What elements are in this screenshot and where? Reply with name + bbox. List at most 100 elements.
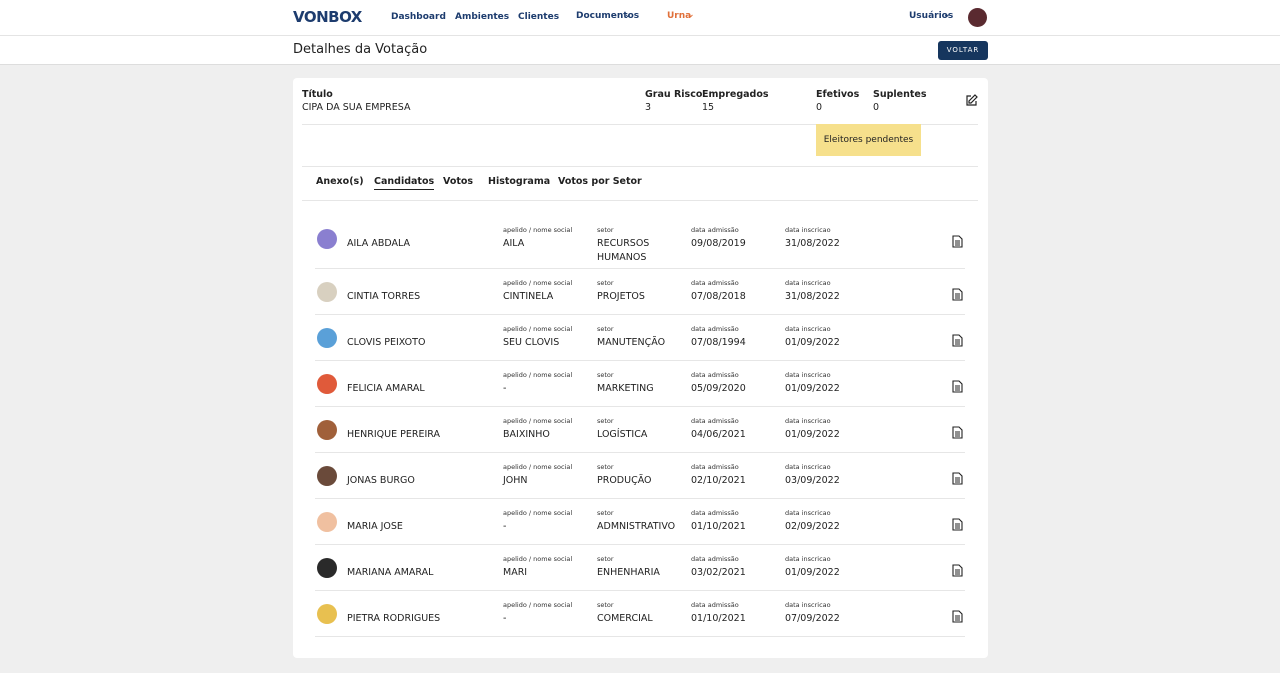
candidate-name: CLOVIS PEIXOTO bbox=[347, 337, 426, 348]
column-label: data inscricao bbox=[785, 325, 831, 333]
candidate-field: data inscricao 31/08/2022 bbox=[785, 279, 875, 304]
candidate-field: data admissão 02/10/2021 bbox=[691, 463, 781, 488]
field-value: 0 bbox=[873, 102, 880, 113]
candidate-avatar bbox=[317, 374, 337, 394]
column-label: data admissão bbox=[691, 601, 739, 609]
field-value: 31/08/2022 bbox=[785, 238, 840, 249]
field-value: MARKETING bbox=[597, 383, 654, 394]
column-label: setor bbox=[597, 555, 614, 563]
candidate-row: AILA ABDALA apelido / nome social AILA seto… bbox=[315, 214, 965, 269]
field-value: 01/09/2022 bbox=[785, 383, 840, 394]
candidate-field: apelido / nome social CINTINELA bbox=[503, 279, 593, 304]
candidate-field: setor RECURSOS HUMANOS bbox=[597, 226, 677, 265]
candidate-row: CINTIA TORRES apelido / nome social CINTIN… bbox=[315, 269, 965, 315]
candidate-row: FELICIA AMARAL apelido / nome social - seto… bbox=[315, 361, 965, 407]
candidate-field: data inscricao 03/09/2022 bbox=[785, 463, 875, 488]
candidate-field: data admissão 01/10/2021 bbox=[691, 509, 781, 534]
page-title: Detalhes da Votação bbox=[293, 42, 428, 57]
field-value: 02/10/2021 bbox=[691, 475, 746, 486]
document-icon[interactable] bbox=[952, 288, 963, 301]
users-menu[interactable]: Usuários bbox=[909, 11, 954, 21]
candidate-field: data inscricao 01/09/2022 bbox=[785, 417, 875, 442]
column-label: setor bbox=[597, 226, 614, 234]
candidate-field: setor LOGÍSTICA bbox=[597, 417, 677, 442]
field-value: PROJETOS bbox=[597, 291, 645, 302]
candidate-field: data inscricao 07/09/2022 bbox=[785, 601, 875, 626]
column-label: apelido / nome social bbox=[503, 226, 573, 234]
tab[interactable]: Anexo(s) bbox=[316, 176, 364, 187]
field-value: 09/08/2019 bbox=[691, 238, 746, 249]
column-label: data admissão bbox=[691, 555, 739, 563]
nav-link[interactable]: Ambientes bbox=[455, 12, 510, 22]
document-icon[interactable] bbox=[952, 334, 963, 347]
candidate-row: HENRIQUE PEREIRA apelido / nome social BAI… bbox=[315, 407, 965, 453]
field-value: COMERCIAL bbox=[597, 613, 653, 624]
tab[interactable]: Candidatos bbox=[374, 176, 435, 190]
candidate-name: AILA ABDALA bbox=[347, 238, 411, 249]
nav-link[interactable]: Clientes bbox=[518, 12, 560, 22]
candidate-avatar bbox=[317, 558, 337, 578]
tab[interactable]: Votos bbox=[443, 176, 474, 187]
column-label: data admissão bbox=[691, 509, 739, 517]
document-icon[interactable] bbox=[952, 610, 963, 623]
column-label: data admissão bbox=[691, 325, 739, 333]
divider bbox=[302, 200, 978, 201]
field-value: 03/09/2022 bbox=[785, 475, 840, 486]
column-label: data inscricao bbox=[785, 371, 831, 379]
candidate-name: PIETRA RODRIGUES bbox=[347, 613, 441, 624]
document-icon[interactable] bbox=[952, 426, 963, 439]
candidate-name: FELICIA AMARAL bbox=[347, 383, 425, 394]
field-value: BAIXINHO bbox=[503, 429, 550, 440]
column-label: data inscricao bbox=[785, 279, 831, 287]
details-card: Título CIPA DA SUA EMPRESA Eleitores pen… bbox=[293, 78, 988, 658]
column-label: data inscricao bbox=[785, 555, 831, 563]
column-label: setor bbox=[597, 601, 614, 609]
logo[interactable]: VONBOX bbox=[293, 8, 362, 26]
field-value: 31/08/2022 bbox=[785, 291, 840, 302]
tab[interactable]: Votos por Setor bbox=[558, 176, 642, 187]
field-value: 07/09/2022 bbox=[785, 613, 840, 624]
back-button[interactable]: VOLTAR bbox=[938, 41, 988, 60]
field-value: CIPA DA SUA EMPRESA bbox=[302, 102, 411, 113]
column-label: apelido / nome social bbox=[503, 601, 573, 609]
candidate-row: PIETRA RODRIGUES apelido / nome social - se… bbox=[315, 591, 965, 637]
tab[interactable]: Histograma bbox=[488, 176, 551, 187]
column-label: apelido / nome social bbox=[503, 325, 573, 333]
field-value: 07/08/2018 bbox=[691, 291, 746, 302]
candidate-field: apelido / nome social - bbox=[503, 371, 593, 396]
candidate-avatar bbox=[317, 604, 337, 624]
candidate-field: apelido / nome social AILA bbox=[503, 226, 593, 251]
field-label: Empregados bbox=[702, 89, 769, 100]
candidate-field: setor PROJETOS bbox=[597, 279, 677, 304]
candidate-field: data inscricao 01/09/2022 bbox=[785, 325, 875, 350]
field-value: RECURSOS HUMANOS bbox=[597, 238, 650, 263]
nav-menu[interactable]: Documentos bbox=[576, 11, 640, 21]
candidate-field: data admissão 04/06/2021 bbox=[691, 417, 781, 442]
column-label: setor bbox=[597, 325, 614, 333]
document-icon[interactable] bbox=[952, 518, 963, 531]
column-label: setor bbox=[597, 279, 614, 287]
candidate-field: data admissão 03/02/2021 bbox=[691, 555, 781, 580]
field-value: 07/08/1994 bbox=[691, 337, 746, 348]
candidate-name: MARIANA AMARAL bbox=[347, 567, 434, 578]
document-icon[interactable] bbox=[952, 235, 963, 248]
candidate-field: apelido / nome social MARI bbox=[503, 555, 593, 580]
document-icon[interactable] bbox=[952, 564, 963, 577]
nav-link[interactable]: Dashboard bbox=[391, 12, 446, 22]
document-icon[interactable] bbox=[952, 380, 963, 393]
candidate-field: data admissão 07/08/2018 bbox=[691, 279, 781, 304]
nav-menu[interactable]: Urna bbox=[667, 11, 692, 21]
candidate-field: apelido / nome social - bbox=[503, 601, 593, 626]
candidate-row: MARIANA AMARAL apelido / nome social MARI s… bbox=[315, 545, 965, 591]
pending-voters[interactable]: Eleitores pendentes bbox=[816, 124, 921, 156]
column-label: data admissão bbox=[691, 463, 739, 471]
column-label: data inscricao bbox=[785, 509, 831, 517]
document-icon[interactable] bbox=[952, 472, 963, 485]
candidate-avatar bbox=[317, 328, 337, 348]
chevron: ⌄ bbox=[943, 10, 951, 20]
user-avatar[interactable] bbox=[968, 8, 987, 27]
candidate-field: data inscricao 31/08/2022 bbox=[785, 226, 875, 251]
edit-icon[interactable] bbox=[965, 94, 978, 107]
